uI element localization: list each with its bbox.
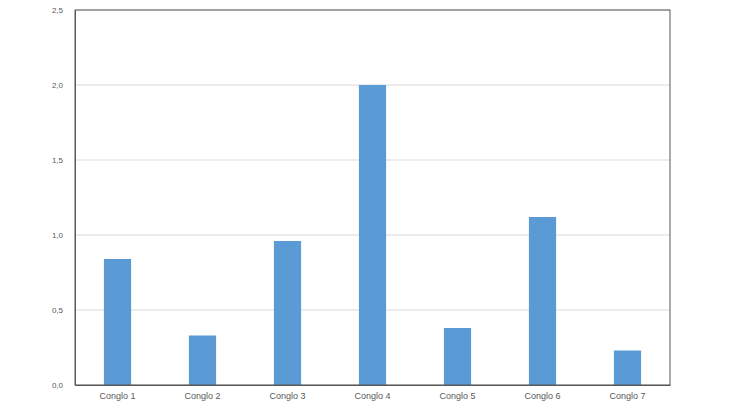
y-tick: 1,0: [52, 231, 75, 240]
y-tick: 0,5: [52, 306, 75, 315]
bar: [274, 241, 301, 385]
x-tick-label: Conglo 5: [439, 391, 475, 401]
x-axis-line: [76, 385, 671, 386]
y-tick-label: 2,5: [52, 6, 64, 15]
x-tick-label: Conglo 7: [609, 391, 645, 401]
bar: [614, 351, 641, 386]
x-tick-label: Conglo 4: [354, 391, 390, 401]
x-tick-label: Conglo 2: [184, 391, 220, 401]
grid: [75, 10, 670, 385]
x-tick: Conglo 3: [269, 385, 305, 401]
bars: [104, 85, 641, 385]
chart: 0,00,51,01,52,02,5Conglo 1Conglo 2Conglo…: [0, 0, 730, 410]
x-tick: Conglo 5: [439, 385, 475, 401]
y-axis-line: [75, 11, 76, 386]
y-tick: 2,0: [52, 81, 75, 90]
x-tick-label: Conglo 3: [269, 391, 305, 401]
x-tick-label: Conglo 1: [99, 391, 135, 401]
x-tick: Conglo 1: [99, 385, 135, 401]
plot: 0,00,51,01,52,02,5Conglo 1Conglo 2Conglo…: [52, 6, 671, 401]
bar: [529, 217, 556, 385]
x-tick: Conglo 4: [354, 385, 390, 401]
y-tick-label: 1,0: [52, 231, 64, 240]
y-axis: 0,0 0,5 1,0 1,5 2,0 2,5: [52, 6, 76, 390]
y-tick-label: 2,0: [52, 81, 64, 90]
bar: [104, 259, 131, 385]
bar: [189, 336, 216, 386]
y-tick: 2,5: [52, 6, 75, 15]
x-axis: Conglo 1 Conglo 2 Conglo 3 Conglo 4 Conglo 5…: [76, 385, 671, 401]
x-tick-label: Conglo 6: [524, 391, 560, 401]
bar: [359, 85, 386, 385]
y-tick: 1,5: [52, 156, 75, 165]
x-tick: Conglo 6: [524, 385, 560, 401]
bar: [444, 328, 471, 385]
y-tick-label: 1,5: [52, 156, 64, 165]
x-tick: Conglo 2: [184, 385, 220, 401]
y-tick: 0,0: [52, 381, 75, 390]
y-tick-label: 0,0: [52, 381, 64, 390]
y-tick-label: 0,5: [52, 306, 64, 315]
x-tick: Conglo 7: [609, 385, 645, 401]
plot-frame: [75, 10, 670, 385]
